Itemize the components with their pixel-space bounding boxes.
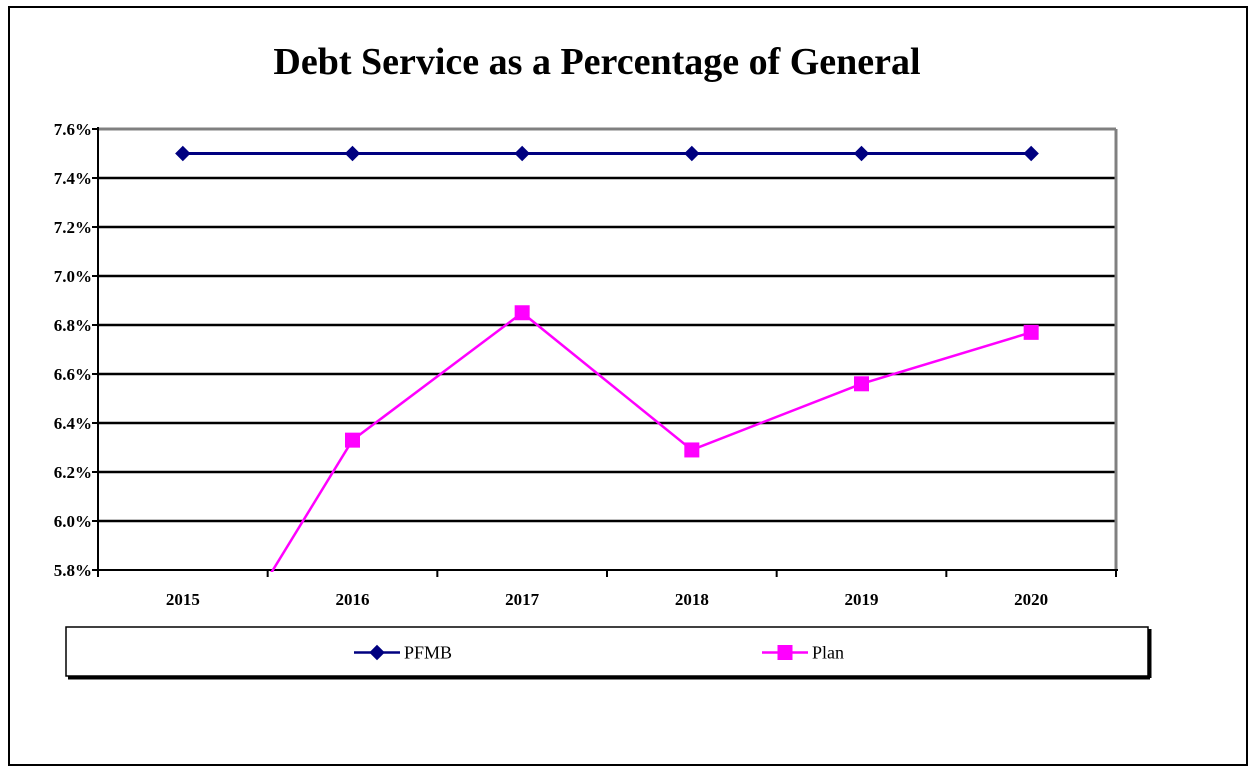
y-tick-label: 6.0%: [54, 512, 92, 531]
data-point-plan: [684, 442, 700, 458]
y-tick-label: 7.0%: [54, 267, 92, 286]
legend-item-plan: Plan: [762, 643, 844, 663]
data-point-pfmb: [684, 145, 700, 162]
axes: [92, 127, 1118, 577]
y-tick-label: 6.6%: [54, 365, 92, 384]
data-point-pfmb: [853, 145, 870, 162]
y-tick-label: 7.6%: [54, 120, 92, 139]
series-line-plan: [270, 311, 1032, 572]
y-tick-label: 7.2%: [54, 218, 92, 237]
chart-title: Debt Service as a Percentage of General: [273, 41, 920, 83]
data-point-plan: [514, 305, 530, 321]
legend-marker-pfmb: [369, 644, 385, 661]
legend-label-plan: Plan: [812, 643, 844, 663]
x-tick-label: 2016: [336, 590, 370, 609]
data-point-pfmb: [1023, 145, 1039, 162]
data-point-pfmb: [175, 145, 191, 162]
y-tick-label: 5.8%: [54, 561, 92, 580]
series-plan: [270, 305, 1039, 572]
x-tick-label: 2017: [505, 590, 540, 609]
series-pfmb: [175, 145, 1039, 162]
data-point-plan: [1023, 324, 1039, 340]
data-point-plan: [345, 432, 360, 448]
y-tick-label: 7.4%: [54, 169, 92, 188]
x-tick-label: 2015: [166, 590, 200, 609]
x-tick-label: 2018: [675, 590, 709, 609]
data-series: [175, 145, 1039, 572]
x-axis-tick-labels: 2015 2016 2017 2018 2019 2020: [166, 590, 1048, 609]
x-tick-label: 2020: [1014, 590, 1048, 609]
legend-box: [65, 626, 1149, 677]
y-axis-tick-labels: 5.8% 6.0% 6.2% 6.4% 6.6% 6.8% 7.0% 7.2% 7.4% 7.6%: [54, 120, 92, 580]
legend-label-pfmb: PFMB: [404, 643, 452, 663]
legend-item-pfmb: PFMB: [354, 643, 452, 663]
legend-marker-plan: [777, 645, 793, 660]
legend: PFMB Plan: [65, 626, 1152, 680]
y-tick-label: 6.2%: [54, 463, 92, 482]
y-tick-label: 6.4%: [54, 414, 92, 433]
data-point-pfmb: [514, 145, 530, 162]
y-tick-label: 6.8%: [54, 316, 92, 335]
data-point-plan: [854, 376, 869, 392]
data-point-pfmb: [344, 145, 361, 162]
grid-lines: [98, 176, 1116, 523]
x-tick-label: 2019: [845, 590, 879, 609]
